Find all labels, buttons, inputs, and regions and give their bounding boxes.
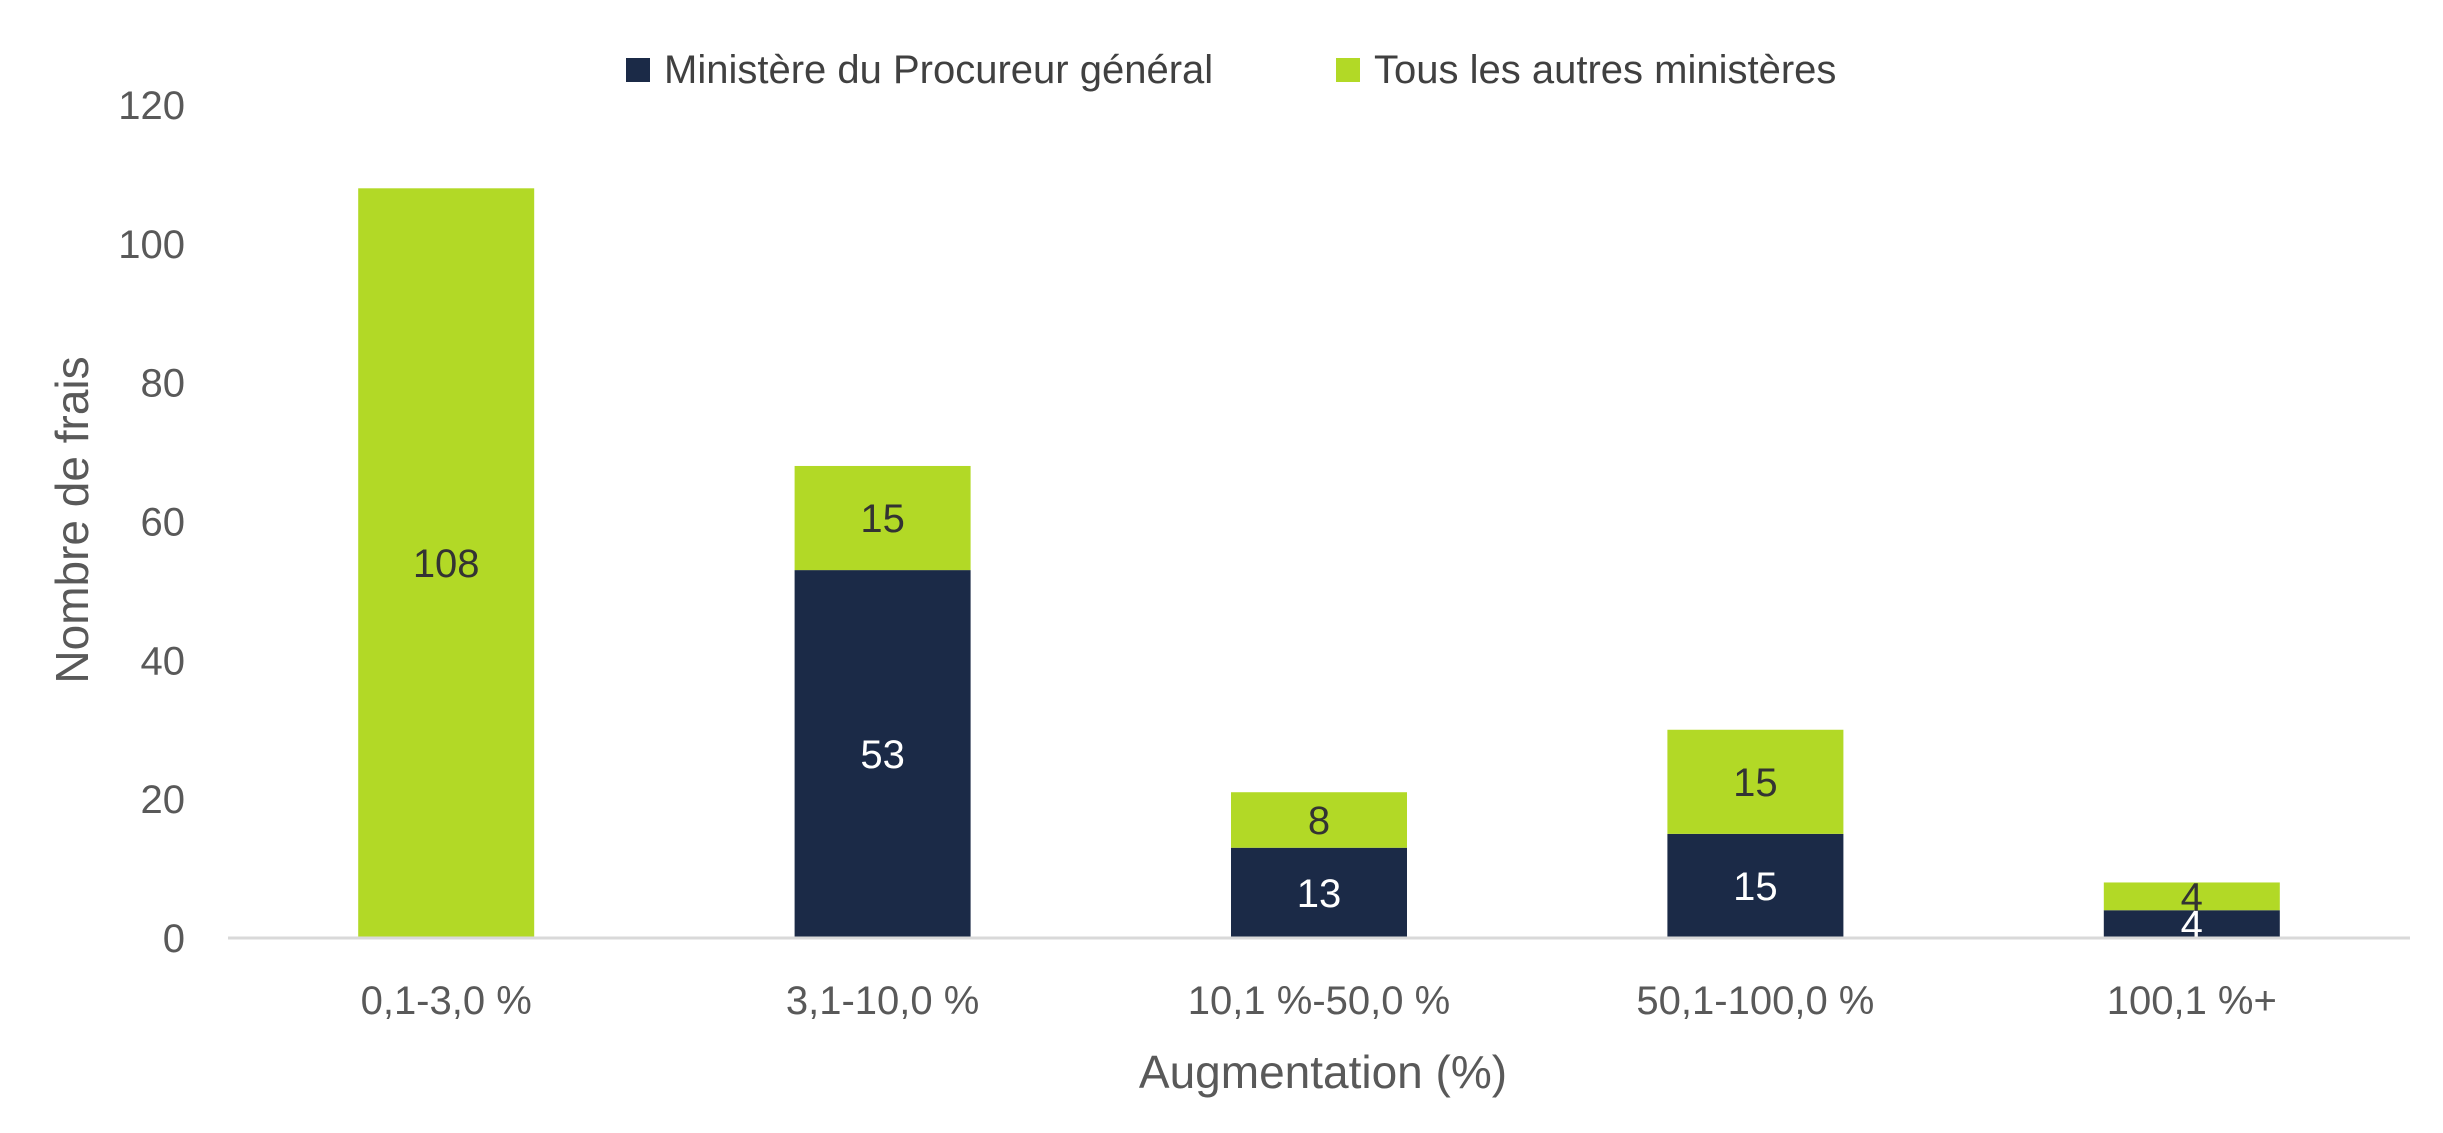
data-label: 53	[860, 733, 905, 777]
x-axis: 0,1-3,0 % 3,1-10,0 % 10,1 %-50,0 % 50,1-100…	[228, 936, 2410, 1023]
bar-segment	[2103, 882, 2280, 911]
data-label: 15	[1733, 865, 1778, 909]
data-label: 4	[2181, 875, 2203, 919]
legend-swatch	[1336, 58, 1360, 82]
y-tick-label: 20	[141, 778, 186, 822]
x-tick-label: 100,1 %+	[2107, 979, 2277, 1023]
x-tick-label: 10,1 %-50,0 %	[1188, 979, 1450, 1023]
data-label: 108	[413, 542, 480, 586]
data-label: 15	[1733, 761, 1778, 805]
y-axis-title: Nombre de frais	[46, 356, 98, 683]
legend-label: Ministère du Procureur général	[664, 48, 1213, 92]
legend-swatch	[626, 58, 650, 82]
bar-segment	[794, 465, 971, 571]
bar-segment	[1231, 847, 1407, 938]
bar-segment	[2103, 910, 2280, 938]
y-tick-label: 0	[163, 917, 185, 961]
bars: 108 53 15 13 8 15 15 44	[358, 188, 2280, 947]
y-tick-label: 40	[141, 639, 186, 683]
y-tick-label: 120	[118, 84, 185, 128]
data-label: 4	[2181, 903, 2203, 947]
bar-segment	[1231, 792, 1407, 848]
data-label: 15	[860, 497, 905, 541]
bar-segment	[1667, 833, 1844, 938]
data-label: 8	[1308, 799, 1330, 843]
legend: Ministère du Procureur général Tous les a…	[626, 48, 1836, 92]
legend-label: Tous les autres ministères	[1374, 48, 1836, 92]
y-tick-label: 60	[141, 501, 186, 545]
y-axis: 0 20 40 60 80 100 120	[118, 84, 185, 961]
bar-segment	[1667, 729, 1844, 834]
data-label: 13	[1297, 872, 1342, 916]
x-tick-label: 3,1-10,0 %	[786, 979, 979, 1023]
y-tick-label: 80	[141, 362, 186, 406]
x-tick-label: 0,1-3,0 %	[361, 979, 532, 1023]
x-axis-title: Augmentation (%)	[1139, 1046, 1507, 1098]
bar-segment	[358, 188, 535, 939]
y-tick-label: 100	[118, 223, 185, 267]
x-tick-label: 50,1-100,0 %	[1636, 979, 1874, 1023]
bar-segment	[794, 570, 971, 938]
